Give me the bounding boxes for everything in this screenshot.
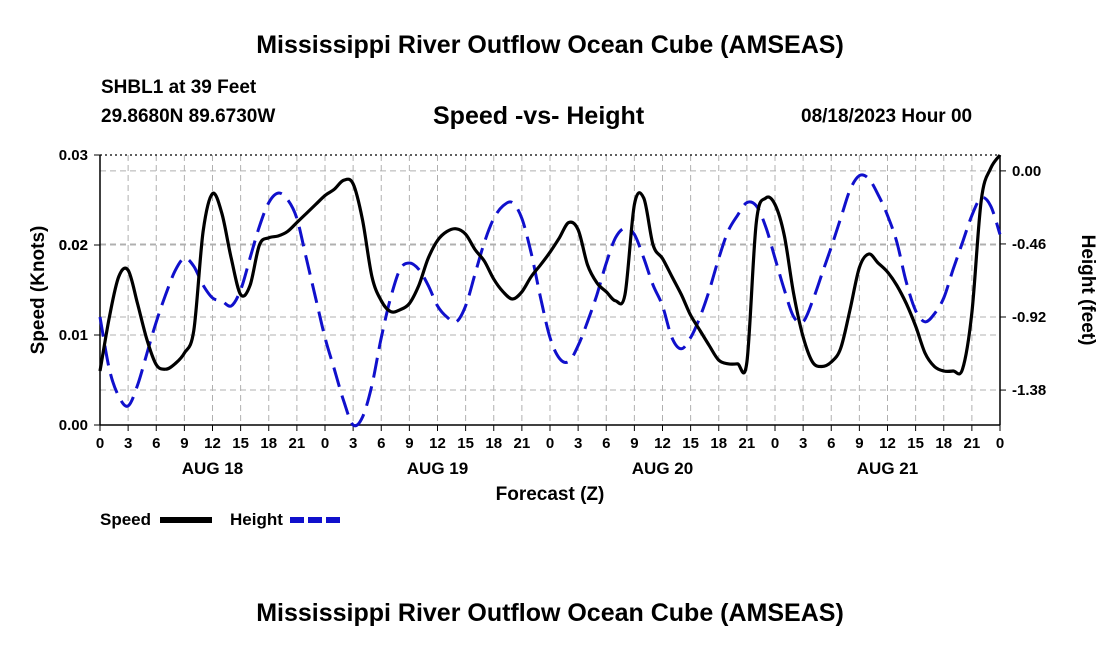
x-tick-label: 3: [799, 435, 807, 452]
x-axis-label: Forecast (Z): [496, 484, 605, 505]
station-label: SHBL1 at 39 Feet: [101, 77, 257, 98]
y-tick-label: 0.02: [59, 237, 88, 254]
x-tick-label: 18: [260, 435, 277, 452]
y2-tick-label: -0.46: [1012, 236, 1046, 253]
y-tick-label: 0.00: [59, 417, 88, 434]
height-series-line: [98, 173, 1002, 428]
x-tick-label: 21: [964, 435, 981, 452]
x-tick-label: 3: [124, 435, 132, 452]
y-tick-label: 0.01: [59, 327, 88, 344]
x-tick-label: 0: [996, 435, 1004, 452]
x-tick-label: 0: [771, 435, 779, 452]
x-tick-label: 6: [377, 435, 385, 452]
x-tick-label: 12: [654, 435, 671, 452]
x-tick-label: 15: [232, 435, 249, 452]
legend-height-label: Height: [230, 510, 283, 529]
y2-tick-label: -0.92: [1012, 309, 1046, 326]
x-tick-label: 9: [855, 435, 863, 452]
y-tick-label: 0.03: [59, 147, 88, 164]
x-tick-label: 12: [204, 435, 221, 452]
x-tick-label: 9: [630, 435, 638, 452]
x-tick-label: 6: [602, 435, 610, 452]
date-label: AUG 21: [857, 459, 918, 478]
y2-tick-label: 0.00: [1012, 163, 1041, 180]
y-tick-label: 0.02: [59, 237, 88, 254]
date-label: AUG 18: [182, 459, 243, 478]
x-tick-label: 12: [429, 435, 446, 452]
x-tick-label: 12: [879, 435, 896, 452]
x-tick-label: 18: [485, 435, 502, 452]
x-tick-label: 9: [180, 435, 188, 452]
date-label: AUG 20: [632, 459, 693, 478]
x-tick-label: 6: [152, 435, 160, 452]
forecast-datetime: 08/18/2023 Hour 00: [801, 106, 973, 127]
date-label: AUG 19: [407, 459, 468, 478]
x-tick-label: 6: [827, 435, 835, 452]
x-tick-label: 21: [739, 435, 756, 452]
chart-title: Mississippi River Outflow Ocean Cube (AM…: [256, 31, 844, 59]
x-tick-label: 18: [710, 435, 727, 452]
x-tick-label: 0: [546, 435, 554, 452]
x-tick-label: 3: [349, 435, 357, 452]
y-axis-label: Speed (Knots): [28, 226, 49, 355]
x-tick-label: 15: [907, 435, 924, 452]
y2-tick-label: -1.38: [1012, 382, 1046, 399]
x-tick-label: 9: [405, 435, 413, 452]
legend-speed-label: Speed: [100, 510, 151, 529]
x-tick-label: 21: [514, 435, 531, 452]
speed-series-line: [98, 154, 1002, 376]
x-tick-label: 15: [457, 435, 474, 452]
coordinates-label: 29.8680N 89.6730W: [101, 106, 276, 127]
x-tick-label: 0: [321, 435, 329, 452]
x-tick-label: 21: [289, 435, 306, 452]
footer-title: Mississippi River Outflow Ocean Cube (AM…: [256, 599, 844, 627]
x-tick-label: 18: [935, 435, 952, 452]
x-tick-label: 15: [682, 435, 699, 452]
x-tick-label: 3: [574, 435, 582, 452]
x-tick-label: 0: [96, 435, 104, 452]
y2-axis-label: Height (feet): [1077, 235, 1098, 346]
chart-subtitle: Speed -vs- Height: [433, 102, 645, 130]
